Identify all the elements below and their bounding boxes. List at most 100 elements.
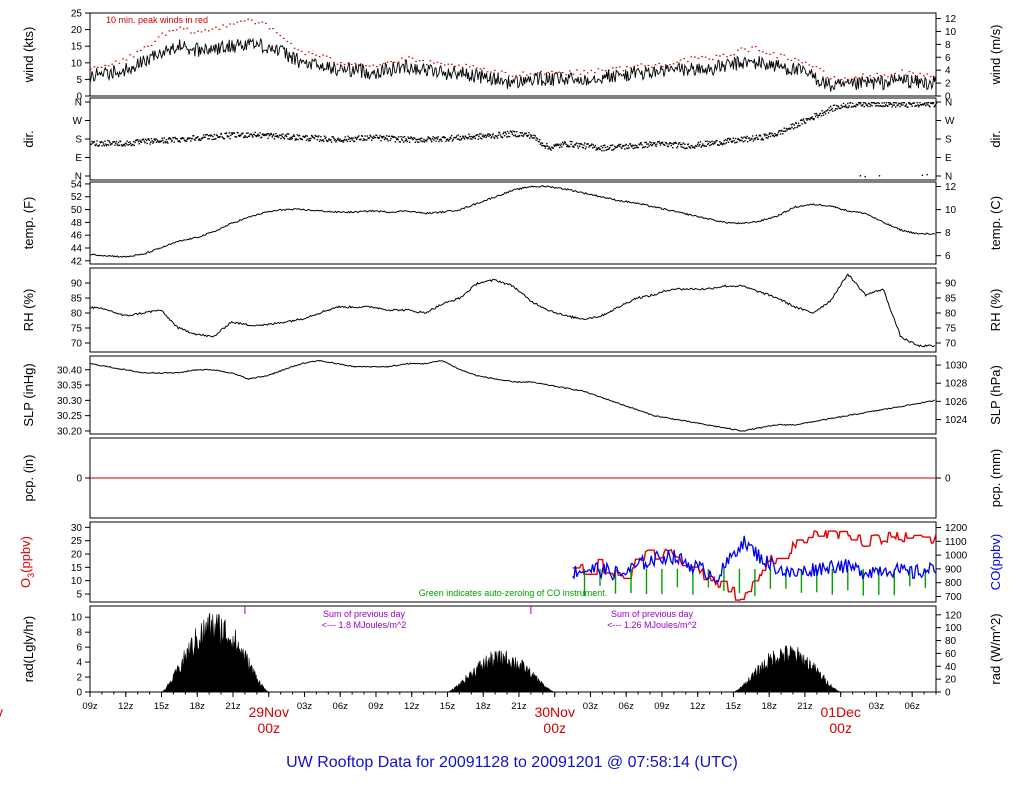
wind-peak-point [386, 61, 389, 63]
dir-point [584, 148, 587, 150]
dir-point [640, 142, 642, 144]
dir-point [565, 143, 567, 145]
dir-point [848, 105, 850, 107]
dir-point [427, 136, 429, 138]
dir-point [513, 135, 515, 137]
dir-point [845, 106, 848, 108]
dir-point [546, 145, 549, 147]
dir-point [193, 138, 196, 141]
dir-point [108, 140, 110, 142]
dir-point [166, 141, 168, 143]
dir-point [621, 145, 624, 147]
wind-peak-point [411, 57, 414, 59]
dir-point [110, 143, 113, 145]
hour-tick-label: 15z [154, 701, 170, 712]
dir-point [385, 138, 387, 140]
dir-point [362, 139, 364, 142]
dir-point [467, 137, 469, 139]
dir-point [460, 139, 462, 141]
dir-point [371, 139, 373, 141]
ytick-label-right-chem: 800 [945, 578, 962, 589]
wind-peak-point [933, 76, 936, 78]
dir-point [526, 134, 528, 137]
dir-point [128, 143, 130, 146]
wind-peak-point [275, 32, 278, 34]
dir-point [855, 106, 857, 108]
dir-point [455, 136, 457, 139]
dir-point [127, 144, 129, 146]
wind-peak-point [797, 59, 800, 61]
hour-tick-label: 15z [726, 701, 742, 712]
dir-point [666, 143, 668, 145]
ytick-label-right-dir: E [945, 153, 952, 164]
wind-peak-point [751, 46, 753, 48]
dir-point [268, 135, 271, 137]
wind-peak-point [379, 64, 382, 66]
dir-point [649, 141, 651, 143]
dir-point [285, 134, 287, 136]
dir-point [116, 143, 118, 145]
dir-point [309, 139, 311, 142]
dir-point [535, 139, 537, 141]
wind-peak-point [401, 57, 403, 59]
wind-peak-point [504, 71, 507, 74]
dir-point [496, 135, 498, 138]
dir-point [882, 105, 885, 107]
dir-point [396, 138, 398, 141]
dir-point [752, 135, 754, 137]
dir-point [515, 136, 517, 138]
wind-peak-point [350, 63, 353, 65]
dir-point [574, 144, 577, 146]
dir-point [905, 103, 908, 105]
dir-point [411, 138, 414, 140]
dir-point [633, 144, 635, 147]
dir-point [182, 137, 185, 139]
dir-point [527, 134, 529, 137]
hour-tick-label: 15z [440, 701, 456, 712]
ylabel-right-temp: temp. (C) [988, 196, 1003, 250]
dir-point [864, 102, 866, 104]
dir-point [251, 135, 253, 137]
dir-point [611, 144, 614, 146]
dir-point [930, 102, 933, 105]
dir-point [784, 130, 787, 132]
ytick-label-left-chem: 25 [71, 536, 83, 547]
chem-annotation: Green indicates auto-zeroing of CO instr… [419, 588, 608, 598]
dir-point [97, 145, 100, 147]
dir-point [421, 137, 423, 139]
dir-point [585, 146, 587, 148]
dir-point [273, 138, 276, 140]
wind-peak-point [465, 63, 467, 65]
dir-point [754, 138, 756, 141]
dir-point [590, 144, 592, 146]
dir-point [863, 105, 865, 108]
dir-point [350, 137, 353, 139]
dir-point [413, 137, 415, 139]
dir-point [130, 142, 132, 145]
dir-point [349, 140, 351, 142]
wind-peak-point [915, 76, 918, 78]
dir-point [910, 103, 913, 106]
dir-point [700, 146, 702, 148]
wind-peak-point [497, 72, 500, 74]
wind-peak-point [533, 74, 535, 76]
dir-point [290, 138, 292, 140]
dir-point [540, 142, 542, 144]
dir-point [610, 144, 612, 147]
dir-point [712, 143, 715, 145]
dir-point [698, 145, 700, 147]
panel-frame-wind [89, 12, 937, 97]
wind-peak-point [783, 54, 786, 56]
dir-point [747, 141, 749, 143]
dir-point [652, 142, 654, 144]
wind-peak-point [922, 75, 925, 77]
wind-peak-point [190, 32, 192, 34]
dir-point [213, 133, 216, 136]
dir-point [533, 134, 535, 136]
dir-point [905, 105, 907, 107]
panel-rh: RH (%) RH (%) 70 75 80 85 90 70 75 80 85 90 [21, 267, 1003, 353]
dir-point [933, 106, 935, 108]
dir-point [282, 133, 284, 135]
dir-point [133, 144, 135, 147]
